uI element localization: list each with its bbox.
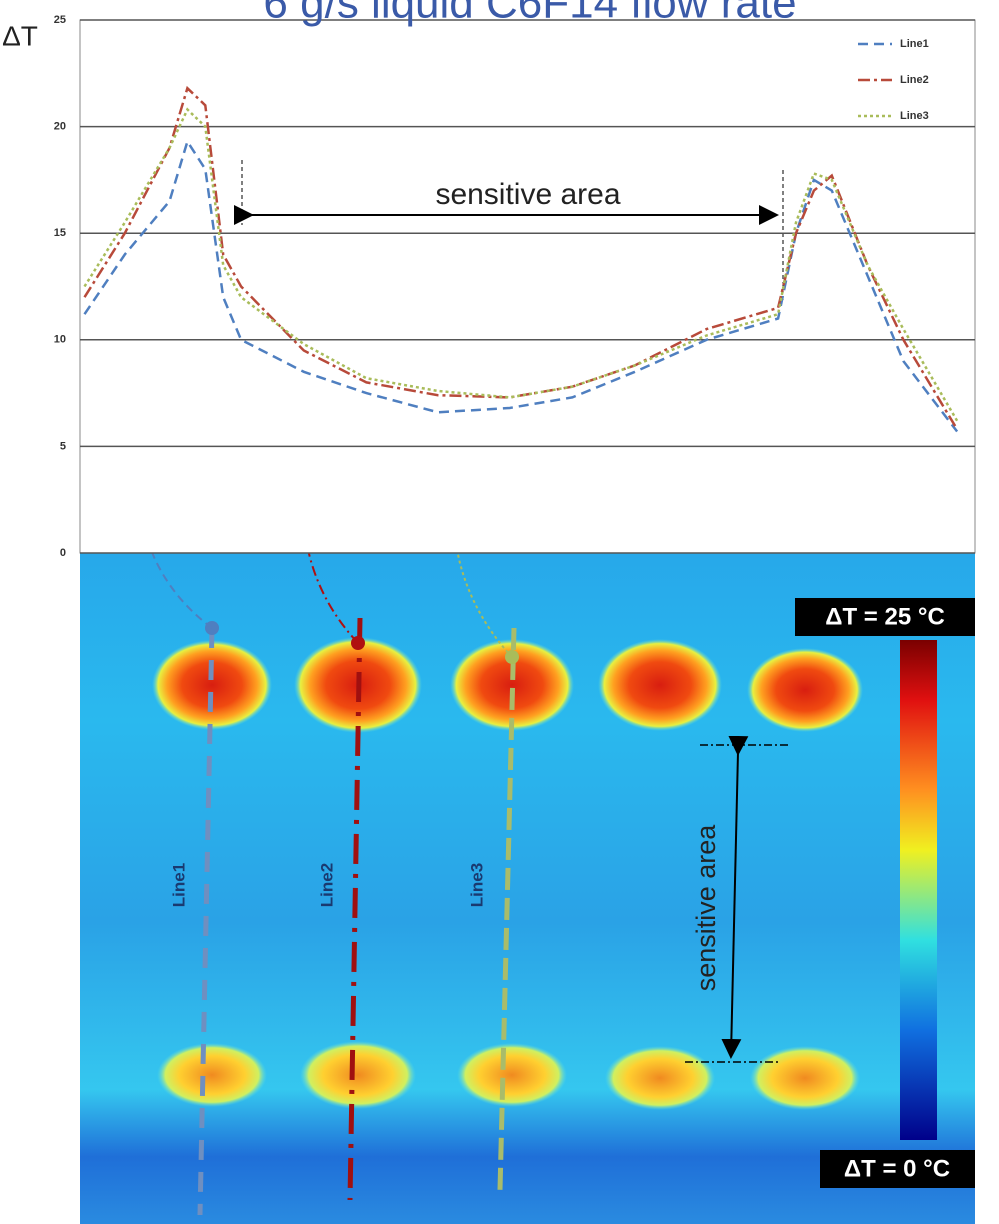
y-tick-label: 25 — [54, 14, 66, 26]
annotation: Line3 — [467, 863, 486, 907]
series-line — [83, 107, 959, 422]
y-tick-label: 10 — [54, 334, 66, 346]
y-tick-label: 0 — [60, 547, 66, 559]
series-line — [83, 138, 959, 433]
legend-label: Line3 — [900, 110, 929, 122]
annotation: ΔT = 0 °C — [844, 1155, 950, 1182]
annotation: Line2 — [317, 863, 336, 907]
annotation: ΔT = 25 °C — [825, 603, 945, 630]
y-tick-label: 5 — [60, 440, 66, 452]
y-axis-label: ΔT — [2, 20, 38, 51]
annotation: sensitive area — [691, 824, 721, 992]
legend-label: Line1 — [900, 38, 929, 50]
thermal-image — [80, 342, 975, 1224]
annotation: Line1 — [169, 863, 188, 907]
annotation: sensitive area — [435, 178, 620, 211]
line-chart: 0 5 10 15 20 25 Line1 Line2 Line3 — [54, 14, 976, 559]
chart-title: 6 g/s liquid C6F14 flow rate — [263, 0, 796, 28]
series-line — [83, 85, 959, 430]
legend-label: Line2 — [900, 74, 929, 86]
y-tick-label: 15 — [54, 227, 66, 239]
y-tick-label: 20 — [54, 121, 66, 133]
